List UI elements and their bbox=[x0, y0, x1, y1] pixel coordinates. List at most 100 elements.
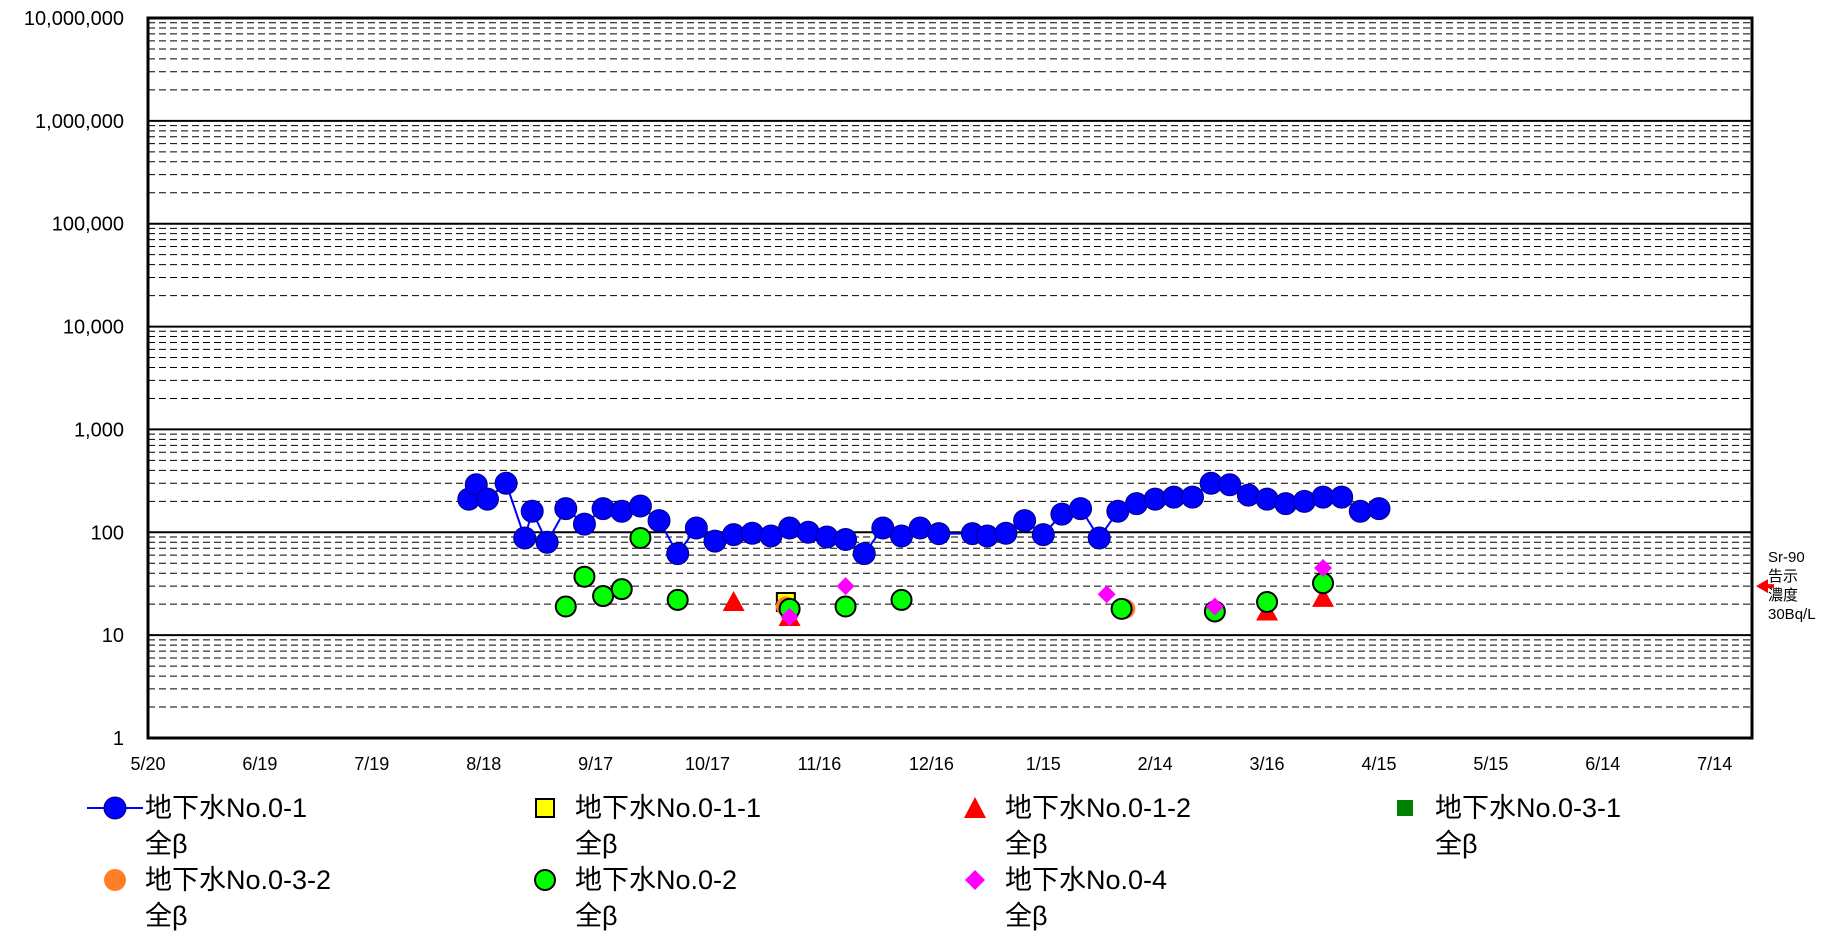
legend-label: 地下水No.0-3-2 bbox=[145, 865, 332, 895]
series-4 bbox=[775, 596, 1136, 619]
x-tick-label: 6/19 bbox=[242, 754, 277, 774]
data-point bbox=[610, 578, 633, 601]
series-0 bbox=[457, 471, 1391, 566]
legend-symbol-no-0-1-1 bbox=[535, 798, 555, 818]
y-tick-label: 10,000,000 bbox=[24, 8, 124, 30]
y-tick-label: 10 bbox=[102, 625, 124, 647]
data-point bbox=[780, 608, 799, 627]
data-point bbox=[513, 526, 537, 550]
data-point bbox=[1069, 497, 1093, 521]
legend-sublabel: 全β bbox=[575, 829, 618, 859]
legend-symbol-no-0-1-2 bbox=[964, 797, 986, 818]
chart-svg: 1 10 100 1,000 10,000 100,000 1,000,000 10,000,… bbox=[24, 8, 1774, 774]
legend-label: 地下水No.0-1-2 bbox=[1005, 793, 1192, 823]
legend-label: 地下水No.0-2 bbox=[575, 865, 738, 895]
data-point bbox=[1110, 597, 1133, 620]
data-point bbox=[836, 577, 855, 596]
data-point bbox=[1180, 485, 1204, 509]
series-5 bbox=[554, 526, 1335, 623]
legend-sublabel: 全β bbox=[1005, 829, 1048, 859]
legend-sublabel: 全β bbox=[145, 829, 188, 859]
legend-item-no-0-4: 地下水No.0-4 全β bbox=[945, 862, 1167, 934]
series-2 bbox=[722, 586, 1335, 627]
x-tick-label: 3/16 bbox=[1250, 754, 1285, 774]
x-axis-ticks: 5/20 6/19 7/19 8/18 9/17 10/17 11/16 12/16 1/15 2… bbox=[130, 754, 1732, 774]
x-tick-label: 7/19 bbox=[354, 754, 389, 774]
data-point bbox=[834, 595, 857, 618]
data-point bbox=[494, 471, 518, 495]
reference-line-1: Sr-90 bbox=[1768, 549, 1805, 566]
data-point bbox=[1031, 523, 1055, 547]
data-point bbox=[666, 542, 690, 566]
legend-symbol-no-0-2 bbox=[534, 869, 556, 891]
data-point bbox=[1256, 591, 1279, 614]
data-point bbox=[834, 528, 858, 552]
x-tick-label: 4/15 bbox=[1361, 754, 1396, 774]
legend-item-no-0-2: 地下水No.0-2 全β bbox=[515, 862, 737, 934]
reference-arrow bbox=[1756, 579, 1774, 594]
data-point bbox=[1087, 526, 1111, 550]
legend-label: 地下水No.0-3-1 bbox=[1435, 793, 1622, 823]
legend-sublabel: 全β bbox=[145, 901, 188, 931]
legend-item-no-0-1-2: 地下水No.0-1-2 全β bbox=[945, 790, 1191, 862]
data-point bbox=[1367, 497, 1391, 521]
data-point bbox=[1205, 597, 1224, 616]
y-tick-label: 100,000 bbox=[52, 214, 124, 236]
data-point bbox=[1013, 509, 1037, 533]
data-point bbox=[647, 509, 671, 533]
x-tick-label: 9/17 bbox=[578, 754, 613, 774]
legend-label: 地下水No.0-1 bbox=[145, 793, 308, 823]
data-point bbox=[628, 494, 652, 518]
reference-line-3: 濃度 bbox=[1768, 587, 1799, 604]
data-point bbox=[994, 521, 1018, 545]
x-tick-label: 5/15 bbox=[1473, 754, 1508, 774]
x-tick-label: 2/14 bbox=[1138, 754, 1173, 774]
y-tick-label: 10,000 bbox=[63, 317, 124, 339]
y-tick-label: 100 bbox=[91, 522, 124, 544]
data-point bbox=[535, 530, 559, 554]
data-point bbox=[1312, 586, 1335, 607]
data-point bbox=[927, 522, 951, 546]
data-point bbox=[572, 512, 596, 536]
x-tick-label: 1/15 bbox=[1026, 754, 1061, 774]
reference-line-2: 告示 bbox=[1768, 568, 1799, 585]
data-point bbox=[722, 591, 745, 612]
legend-symbol-no-0-1 bbox=[87, 796, 143, 820]
plot-frame bbox=[146, 16, 1754, 740]
data-point bbox=[592, 585, 615, 608]
legend-symbol-no-0-4 bbox=[965, 870, 985, 890]
x-tick-label: 6/14 bbox=[1585, 754, 1620, 774]
data-point bbox=[890, 588, 913, 611]
data-point bbox=[1314, 558, 1333, 577]
reference-line-4: 30Bq/L bbox=[1768, 606, 1816, 623]
data-point bbox=[554, 497, 578, 521]
legend-label: 地下水No.0-4 bbox=[1005, 865, 1168, 895]
data-point bbox=[1097, 585, 1116, 604]
legend-item-no-0-1-1: 地下水No.0-1-1 全β bbox=[515, 790, 761, 862]
data-point bbox=[1330, 485, 1354, 509]
y-tick-label: 1,000 bbox=[74, 419, 124, 441]
legend-symbol-no-0-3-1 bbox=[1397, 800, 1413, 816]
data-point bbox=[1236, 483, 1260, 507]
x-tick-label: 12/16 bbox=[909, 754, 954, 774]
y-axis-ticks: 1 10 100 1,000 10,000 100,000 1,000,000 10,000,… bbox=[24, 8, 124, 750]
legend-item-no-0-3-2: 地下水No.0-3-2 全β bbox=[85, 862, 331, 934]
data-point bbox=[554, 595, 577, 618]
legend-sublabel: 全β bbox=[575, 901, 618, 931]
data-point bbox=[684, 516, 708, 540]
x-tick-label: 10/17 bbox=[685, 754, 730, 774]
legend-item-no-0-1: 地下水No.0-1 全β bbox=[85, 790, 307, 862]
reference-note: Sr-90 告示 濃度 30Bq/L bbox=[1768, 548, 1816, 624]
legend-sublabel: 全β bbox=[1005, 901, 1048, 931]
x-tick-label: 11/16 bbox=[798, 754, 842, 774]
legend-label: 地下水No.0-1-1 bbox=[575, 793, 762, 823]
legend-sublabel: 全β bbox=[1435, 829, 1478, 859]
legend-item-no-0-3-1: 地下水No.0-3-1 全β bbox=[1375, 790, 1621, 862]
x-tick-label: 8/18 bbox=[466, 754, 501, 774]
data-point bbox=[475, 487, 499, 511]
y-tick-label: 1 bbox=[113, 728, 124, 750]
data-point bbox=[520, 499, 544, 523]
series-layer bbox=[457, 471, 1391, 627]
x-tick-label: 5/20 bbox=[130, 754, 165, 774]
x-tick-label: 7/14 bbox=[1697, 754, 1732, 774]
